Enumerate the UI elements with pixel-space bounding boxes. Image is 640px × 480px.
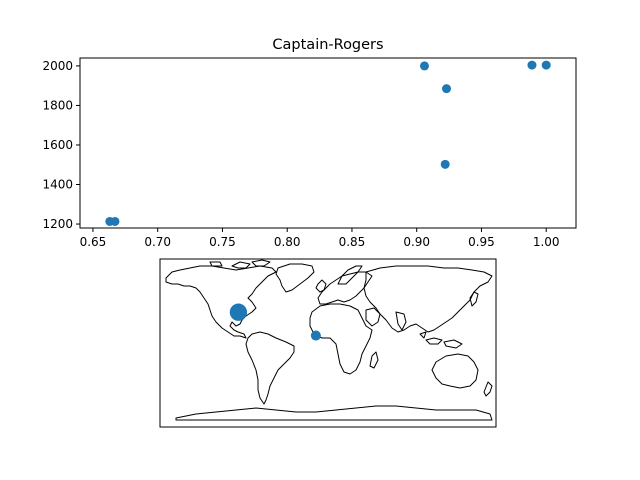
map-frame — [159, 258, 497, 428]
scatter-point — [541, 60, 551, 70]
x-tick-label: 0.85 — [339, 235, 366, 249]
y-tick-label: 2000 — [42, 59, 73, 73]
scatter-plot: Captain-Rogers 0.65 0.70 0.75 0.80 0.85 0.90 0… — [42, 37, 577, 249]
x-axis-ticks: 0.65 0.70 0.75 0.80 0.85 0.90 0.95 1.00 — [80, 228, 560, 249]
scatter-point — [527, 60, 537, 70]
japan-coastline — [469, 291, 479, 307]
x-tick-label: 0.95 — [468, 235, 495, 249]
australia-coastline — [431, 353, 479, 389]
y-tick-label: 1200 — [42, 217, 73, 231]
y-tick-label: 1800 — [42, 98, 73, 112]
map-point — [310, 330, 321, 341]
south-america-coastline — [245, 331, 295, 405]
antarctica-coastline — [175, 405, 493, 421]
british-isles-coastline — [315, 279, 327, 293]
plot-frame — [79, 57, 577, 229]
north-america-coastline — [165, 265, 277, 339]
map-background — [160, 259, 496, 427]
x-tick-label: 0.90 — [403, 235, 430, 249]
x-tick-label: 0.80 — [274, 235, 301, 249]
map-point — [229, 303, 248, 321]
coastlines — [165, 259, 493, 421]
arctic-islands-coastline — [209, 259, 271, 269]
scatter-point — [419, 61, 429, 71]
europe-coastline — [317, 271, 373, 305]
arabia-india-coastline — [365, 307, 407, 331]
greenland-coastline — [275, 263, 315, 293]
x-tick-label: 1.00 — [533, 235, 560, 249]
madagascar-coastline — [369, 351, 379, 369]
scatter-point — [110, 216, 120, 226]
southeast-asia-islands-coastline — [419, 331, 463, 349]
africa-coastline — [309, 303, 373, 375]
new-zealand-coastline — [483, 381, 493, 397]
map-points — [229, 303, 321, 341]
scatter-point — [441, 84, 451, 94]
x-tick-label: 0.65 — [80, 235, 107, 249]
y-tick-label: 1600 — [42, 138, 73, 152]
chart-title: Captain-Rogers — [272, 37, 383, 53]
y-tick-label: 1400 — [42, 178, 73, 192]
x-tick-label: 0.70 — [144, 235, 171, 249]
scatter-points — [105, 60, 551, 226]
scandinavia-coastline — [337, 265, 363, 285]
x-tick-label: 0.75 — [209, 235, 236, 249]
world-map — [159, 258, 497, 428]
y-axis-ticks: 1200 1400 1600 1800 2000 — [42, 59, 80, 231]
scatter-point — [440, 159, 450, 169]
